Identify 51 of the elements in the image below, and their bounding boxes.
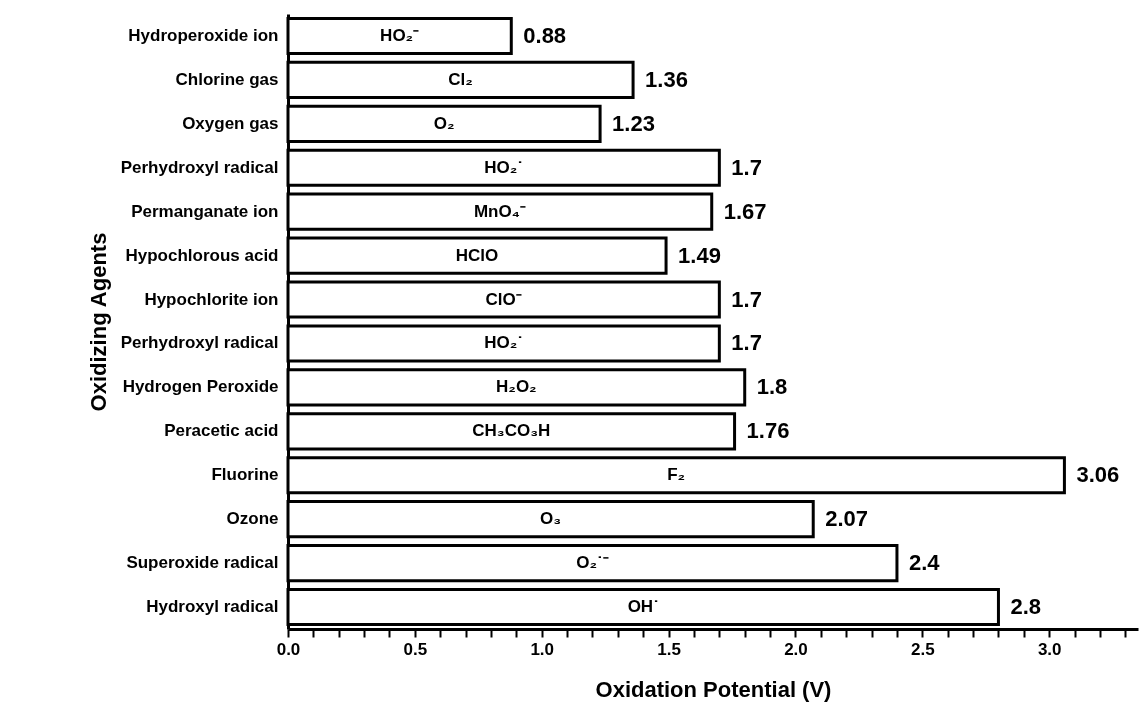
y-tick-label: Superoxide radical	[126, 553, 279, 573]
data-label: 1.23	[612, 110, 655, 136]
y-tick-label: Hypochlorite ion	[144, 289, 279, 309]
annotation: CH₃CO₃H	[472, 421, 551, 441]
y-tick-label: Permanganate ion	[131, 201, 279, 221]
data-label: 1.7	[731, 286, 762, 312]
annotation: H₂O₂	[496, 377, 537, 397]
annotation: HO₂˙	[484, 157, 524, 177]
annotation: Cl₂	[448, 69, 473, 89]
annotation: HO₂˙	[484, 333, 524, 353]
x-tick-label: 0.0	[276, 639, 301, 659]
data-label: 1.67	[723, 198, 767, 224]
data-label: 0.88	[523, 22, 567, 48]
y-tick-label: Peracetic acid	[164, 421, 279, 441]
x-tick-label: 3.0	[1037, 639, 1062, 659]
data-label: 2.07	[825, 506, 869, 532]
data-label: 1.8	[756, 374, 788, 400]
annotation: OH˙	[627, 597, 659, 617]
x-tick-label: 2.5	[911, 639, 935, 659]
data-label: 1.7	[731, 154, 762, 180]
annotation: HO₂⁻	[380, 25, 420, 45]
y-tick-label: Oxygen gas	[182, 113, 279, 133]
data-label: 2.4	[908, 550, 941, 576]
annotation: HClO	[455, 245, 499, 265]
annotation: MnO₄⁻	[473, 201, 526, 221]
y-tick-label: Perhydroxyl radical	[120, 333, 279, 353]
annotation: ClO⁻	[485, 289, 522, 309]
data-label: 1.36	[645, 66, 688, 92]
data-label: 2.8	[1010, 594, 1042, 620]
y-tick-label: Hydroxyl radical	[146, 597, 279, 617]
data-label: 1.76	[746, 418, 790, 444]
data-label: 1.49	[678, 242, 721, 268]
x-tick-label: 1.0	[530, 639, 555, 659]
y-tick-label: Hypochlorous acid	[125, 245, 279, 265]
annotation: O₃	[540, 509, 562, 529]
y-tick-label: Hydroperoxide ion	[128, 25, 279, 45]
data-label: 3.06	[1076, 462, 1120, 488]
y-tick-label: Ozone	[226, 509, 279, 529]
x-tick-label: 1.5	[657, 639, 681, 659]
annotation: O₂˙⁻	[576, 553, 609, 573]
y-tick-label: Perhydroxyl radical	[120, 157, 279, 177]
data-label: 1.7	[731, 330, 762, 356]
x-tick-label: 0.5	[403, 639, 428, 659]
annotation: O₂	[433, 113, 455, 133]
y-tick-label: Chlorine gas	[175, 69, 279, 89]
y-tick-label: Hydrogen Peroxide	[122, 377, 279, 397]
x-tick-label: 2.0	[784, 639, 808, 659]
y-tick-label: Fluorine	[211, 465, 279, 485]
y-axis-title: Oxidizing Agents	[85, 232, 111, 412]
x-axis-title: Oxidation Potential (V)	[595, 676, 832, 702]
annotation: F₂	[667, 465, 686, 485]
